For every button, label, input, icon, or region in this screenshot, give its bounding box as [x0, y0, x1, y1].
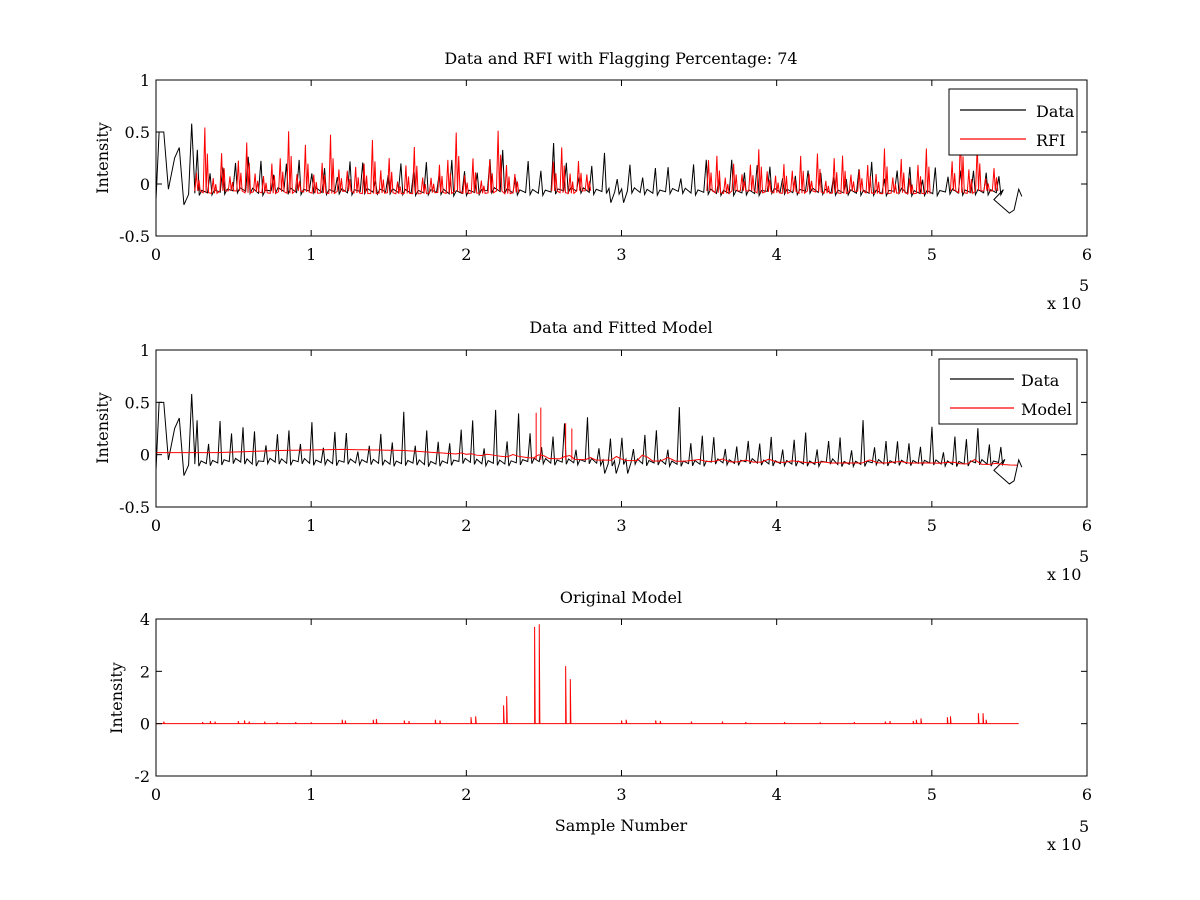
x-tick-label: 1: [306, 245, 316, 264]
legend-entry-model: Model: [1021, 400, 1072, 419]
panel-3-plot-area: [156, 624, 1019, 725]
panel-3-x-exponent-power: 5: [1079, 817, 1089, 836]
x-tick-label: 1: [306, 516, 316, 535]
y-tick-label: 1: [140, 71, 150, 90]
panel-1-legend-box: [948, 88, 1078, 156]
x-tick-label: 0: [151, 785, 161, 804]
x-tick-label: 4: [772, 785, 782, 804]
panel-3-x-exponent: x 10: [1047, 835, 1081, 854]
x-tick-label: 2: [461, 245, 471, 264]
panel-2-plot-area: [155, 393, 1023, 485]
legend-entry-rfi: RFI: [1036, 131, 1065, 150]
panel-data-and-rfi: Data and RFI with Flagging Percentage: 7…: [93, 49, 1092, 313]
y-tick-label: -0.5: [119, 498, 150, 517]
panel-3-title: Original Model: [560, 588, 682, 607]
x-tick-label: 1: [306, 785, 316, 804]
y-tick-label: 0.5: [125, 393, 150, 412]
legend-entry-data: Data: [1036, 102, 1075, 121]
series-line-rfi-segment: [949, 131, 999, 195]
x-tick-label: 3: [616, 516, 626, 535]
panel-3-xlabel: Sample Number: [555, 816, 688, 835]
x-tick-label: 6: [1082, 516, 1092, 535]
x-tick-label: 2: [461, 785, 471, 804]
x-tick-label: 6: [1082, 245, 1092, 264]
series-line-rfi-segment: [194, 127, 520, 195]
x-tick-label: 5: [927, 245, 937, 264]
panel-2-axes: 0 1 2 3 4 5 6-0.500.51: [119, 341, 1092, 535]
y-tick-label: 0: [140, 175, 150, 194]
x-tick-label: 2: [461, 516, 471, 535]
y-tick-label: 4: [140, 610, 150, 629]
panel-2-x-exponent-power: 5: [1079, 547, 1089, 566]
panel-2-legend: Data Model: [938, 358, 1078, 425]
panel-3-ylabel: Intensity: [107, 662, 126, 734]
x-tick-label: 0: [151, 245, 161, 264]
series-line-data: [155, 123, 1023, 214]
panel-2-legend-box: [938, 358, 1078, 425]
x-tick-label: 0: [151, 516, 161, 535]
x-tick-label: 5: [927, 516, 937, 535]
y-tick-label: 0: [140, 715, 150, 734]
x-tick-label: 3: [616, 785, 626, 804]
legend-entry-data: Data: [1021, 371, 1060, 390]
x-tick-label: 4: [772, 516, 782, 535]
x-tick-label: 3: [616, 245, 626, 264]
y-tick-label: 2: [140, 662, 150, 681]
x-tick-label: 5: [927, 785, 937, 804]
panel-2-ylabel: Intensity: [93, 392, 112, 464]
y-tick-label: -2: [134, 767, 150, 786]
panel-1-plot-area: [155, 123, 1023, 214]
panel-1-legend: Data RFI: [948, 88, 1078, 156]
panel-1-axes: 0 1 2 3 4 5 6-0.500.51: [119, 71, 1092, 264]
x-tick-label: 4: [772, 245, 782, 264]
y-tick-label: -0.5: [119, 227, 150, 246]
series-line-rfi-segment: [706, 148, 931, 195]
series-line-model: [156, 448, 1018, 466]
panel-1-x-exponent: x 10: [1047, 294, 1081, 313]
series-line-original-model: [156, 624, 1019, 725]
panel-2-x-exponent: x 10: [1047, 565, 1081, 584]
x-tick-label: 6: [1082, 785, 1092, 804]
y-tick-label: 1: [140, 341, 150, 360]
panel-2-title: Data and Fitted Model: [529, 318, 712, 337]
panel-data-and-model: Data and Fitted Model Intensity 0 1 2 3 4 5 6 -…: [93, 318, 1092, 584]
panel-1-title: Data and RFI with Flagging Percentage: 7…: [444, 49, 797, 68]
y-tick-label: 0: [140, 446, 150, 465]
panel-1-x-exponent-power: 5: [1079, 276, 1089, 295]
panel-1-ylabel: Intensity: [93, 122, 112, 194]
y-tick-label: 0.5: [125, 123, 150, 142]
series-line-rfi-segment: [551, 147, 592, 195]
